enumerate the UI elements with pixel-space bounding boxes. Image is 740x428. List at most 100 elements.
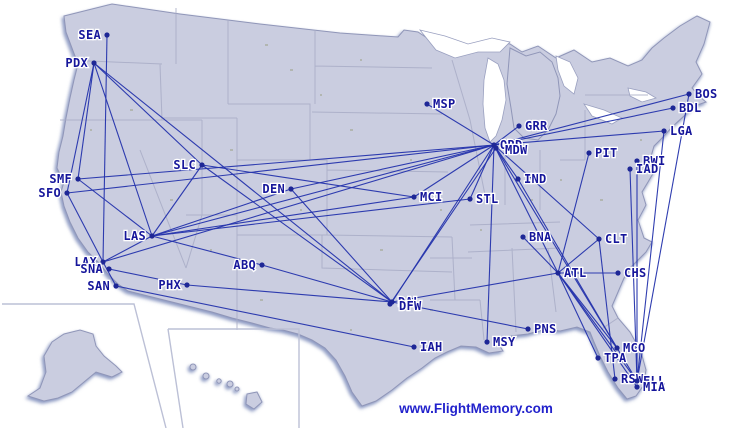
airport-marker-DFW — [387, 301, 393, 307]
route-line-SMF-LAS — [77, 178, 153, 237]
airport-label-ORD: ORD — [500, 138, 523, 152]
airport-label-GRR: GRR — [525, 119, 548, 133]
watermark-link[interactable]: www.FlightMemory.com — [398, 401, 553, 416]
route-line-DAL-ATL — [391, 272, 559, 303]
airport-marker-DEN — [288, 186, 294, 192]
airport-label-BNA: BNA — [529, 230, 552, 244]
airport-label-FLL: FLL — [643, 374, 666, 388]
airport-marker-IAD — [627, 166, 633, 172]
airport-label-SFO: SFO — [38, 186, 61, 200]
route-line-PDX-LAS — [93, 62, 153, 237]
airport-marker-MCO — [614, 345, 620, 351]
airport-marker-CHS — [615, 270, 621, 276]
route-line-LAS-STL — [151, 198, 471, 237]
airport-label-PHX: PHX — [158, 278, 181, 292]
route-line-SLC-DAL — [201, 164, 393, 303]
route-line-LAS-DEN — [151, 188, 292, 237]
airport-marker-PHX — [184, 282, 190, 288]
route-line-SFO-LAX — [66, 192, 104, 263]
route-line-ORD-BOS — [493, 93, 690, 146]
route-line-LGA-FLL — [636, 130, 665, 382]
route-line-ORD-MSP — [426, 103, 495, 146]
airport-label-MSY: MSY — [493, 335, 516, 349]
airport-label-STL: STL — [476, 192, 499, 206]
airport-marker-PDX — [91, 60, 97, 66]
route-line-SAN-IAH — [115, 285, 415, 348]
route-line-LAS-ABQ — [151, 235, 263, 266]
alaska-inset-frame — [2, 303, 167, 428]
route-line-ORD-SFO — [66, 144, 495, 194]
route-line-BOS-FLL — [636, 93, 690, 382]
route-line-ABQ-DAL — [261, 264, 393, 303]
hawaii-islands — [189, 363, 263, 410]
route-line-PDX-SMF — [77, 62, 95, 180]
airport-marker-LAX — [100, 259, 106, 265]
route-line-ORD-GRR — [493, 125, 520, 146]
airport-marker-ABQ — [259, 262, 265, 268]
airport-label-SEA: SEA — [78, 28, 101, 42]
route-line-LAS-ORD — [151, 144, 495, 237]
route-line-LAX-SAN — [102, 261, 117, 287]
route-line-PDX-DAL — [93, 62, 393, 303]
us-mainland — [56, 3, 711, 407]
airport-label-LAS: LAS — [123, 229, 146, 243]
airport-marker-BDL — [670, 105, 676, 111]
airport-label-IAH: IAH — [420, 340, 443, 354]
route-line-DFW-MDW — [389, 147, 497, 305]
airport-marker-BWI — [634, 158, 640, 164]
airport-marker-STL — [467, 196, 473, 202]
route-line-ORD-SMF — [77, 144, 495, 180]
airport-label-SAN: SAN — [87, 279, 110, 293]
airport-label-LGA: LGA — [670, 124, 693, 138]
route-line-BNA-ATL — [522, 236, 559, 274]
airport-marker-SLC — [199, 162, 205, 168]
airport-label-ATL: ATL — [564, 266, 587, 280]
route-line-ATL-TPA — [557, 272, 599, 359]
landmass-layer — [26, 3, 711, 410]
airport-label-PDX: PDX — [65, 56, 88, 70]
route-line-ORD-LGA — [493, 130, 665, 146]
airport-marker-MCI — [411, 194, 417, 200]
airport-label-DEN: DEN — [262, 182, 285, 196]
alaska-silhouette — [26, 329, 123, 402]
airport-label-DFW: DFW — [399, 299, 422, 313]
route-line-PDX-SLC — [93, 62, 203, 166]
airport-marker-RSW — [612, 376, 618, 382]
route-line-CLT-RSW — [598, 238, 616, 380]
route-line-PHX-DAL — [186, 284, 393, 303]
airport-marker-MDW — [493, 145, 499, 151]
route-line-ATL-CLT — [557, 238, 600, 274]
route-line-DAL-PNS — [391, 301, 529, 330]
airport-label-SMF: SMF — [49, 172, 72, 186]
airport-label-BOS: BOS — [695, 87, 718, 101]
airport-marker-MSP — [424, 101, 430, 107]
airport-label-IND: IND — [524, 172, 547, 186]
airport-label-SLC: SLC — [173, 158, 196, 172]
michigan-peninsula — [506, 47, 561, 141]
airport-label-MCI: MCI — [420, 190, 443, 204]
airport-label-RSW: RSW — [621, 372, 644, 386]
inset-frames — [2, 303, 300, 428]
airport-marker-MSY — [484, 339, 490, 345]
airport-label-IAD: IAD — [636, 162, 659, 176]
airport-label-MDW: MDW — [505, 143, 528, 157]
airport-marker-IND — [515, 176, 521, 182]
route-line-ATL-MIA — [557, 272, 638, 388]
airport-label-SNA: SNA — [80, 262, 103, 276]
airport-marker-TPA — [595, 355, 601, 361]
airport-label-MSP: MSP — [433, 97, 456, 111]
great-lakes — [418, 29, 657, 143]
airport-marker-SFO — [64, 190, 70, 196]
airport-label-CLT: CLT — [605, 232, 628, 246]
route-line-PDX-SFO — [66, 62, 95, 194]
airport-label-PNS: PNS — [534, 322, 557, 336]
airport-label-BDL: BDL — [679, 101, 702, 115]
airport-marker-ATL — [555, 270, 561, 276]
state-borders — [60, 8, 648, 341]
airport-marker-CLT — [596, 236, 602, 242]
airport-label-DAL: DAL — [398, 295, 421, 309]
airport-marker-SAN — [113, 283, 119, 289]
airport-marker-LGA — [661, 128, 667, 134]
airport-marker-BNA — [520, 234, 526, 240]
